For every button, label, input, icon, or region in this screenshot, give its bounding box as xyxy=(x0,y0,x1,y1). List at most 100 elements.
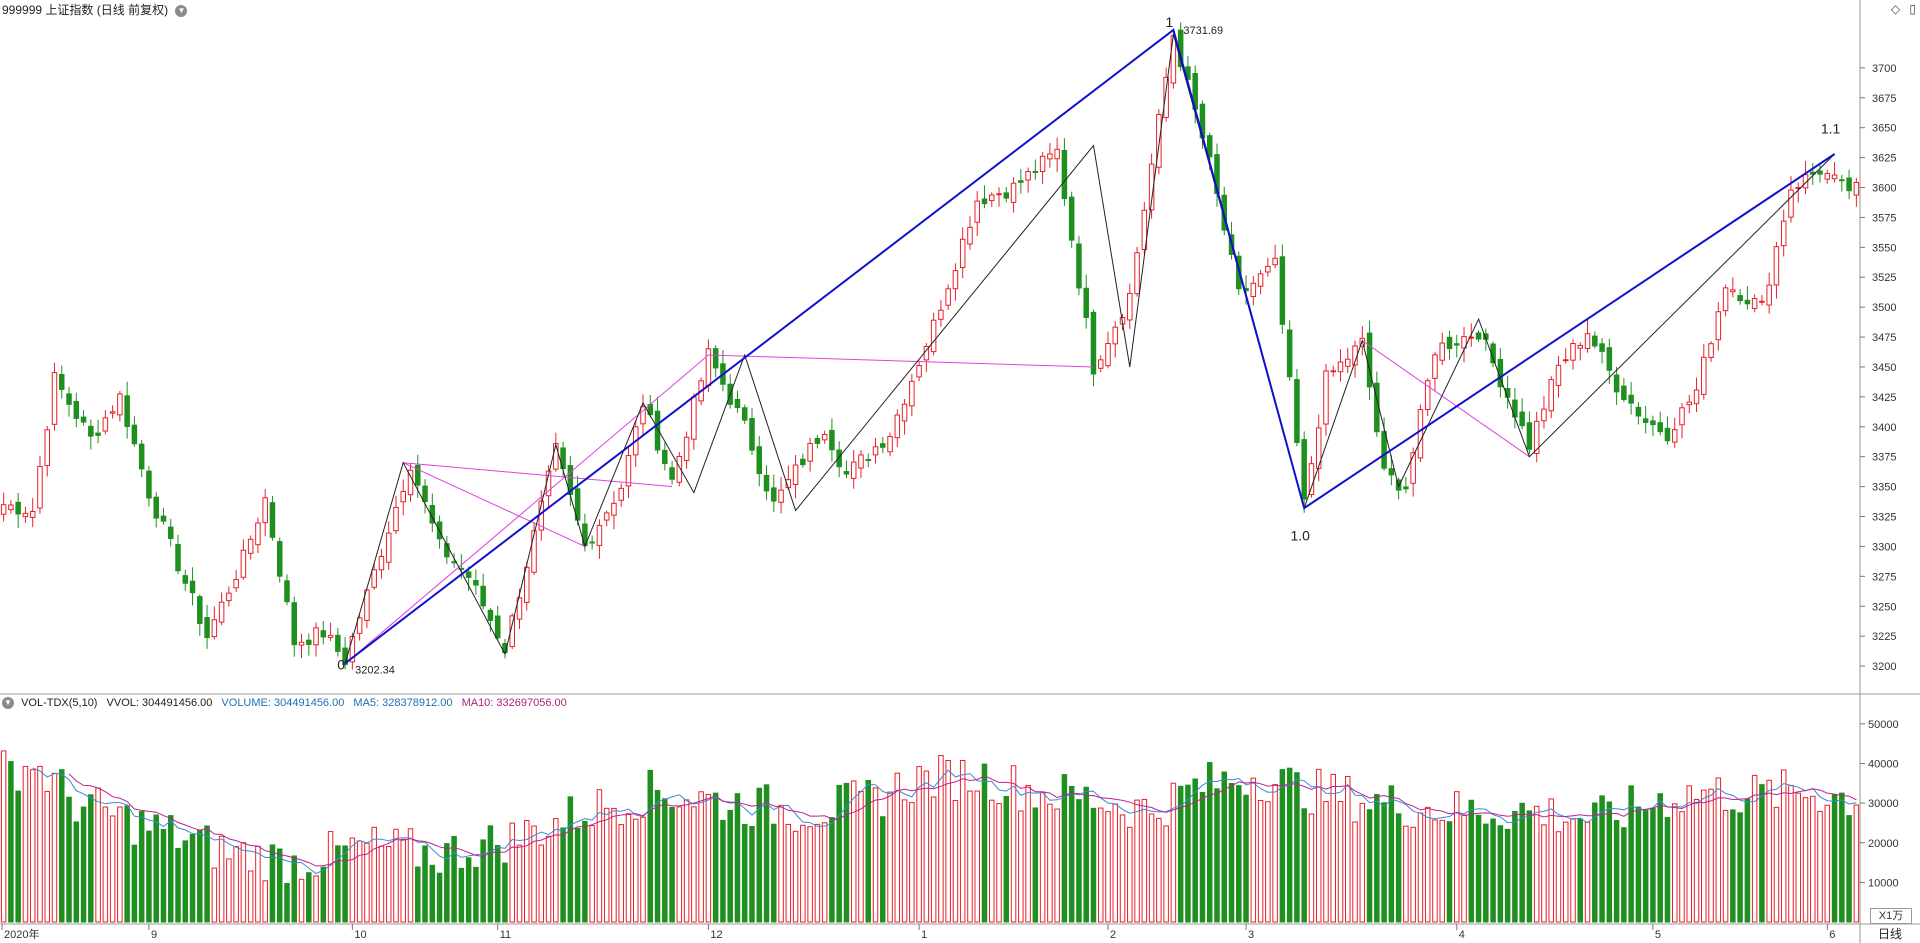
volume-bar xyxy=(88,794,94,923)
period-button[interactable]: 日线 xyxy=(1877,927,1902,941)
price-tick-label: 3300 xyxy=(1872,541,1896,553)
volume-bar xyxy=(1555,831,1562,923)
volume-bar xyxy=(756,787,763,923)
candle-body xyxy=(1817,170,1823,175)
volume-bar xyxy=(981,763,988,923)
price-tick-label: 3475 xyxy=(1872,332,1896,344)
volume-bar xyxy=(1243,794,1249,923)
volume-bar xyxy=(197,829,203,923)
diamond-icon[interactable]: ◇ xyxy=(1890,2,1901,16)
low-value-label: 3202.34 xyxy=(355,664,395,676)
price-tick-label: 3650 xyxy=(1872,123,1896,135)
volume-bar xyxy=(538,844,545,923)
volume-bar xyxy=(720,819,726,923)
volume-bar xyxy=(444,843,450,923)
candle-body xyxy=(524,566,530,603)
candle-body xyxy=(741,407,748,421)
date-tick-label: 12 xyxy=(710,929,722,941)
volume-bar xyxy=(1686,785,1693,923)
volume-bar xyxy=(625,813,632,923)
candle-body xyxy=(8,504,14,511)
candle-body xyxy=(1308,463,1315,496)
candle-body xyxy=(146,470,152,499)
price-tick-label: 3575 xyxy=(1872,212,1896,224)
candle-body xyxy=(1715,311,1722,341)
volume-bar xyxy=(952,800,959,923)
date-tick-label: 9 xyxy=(151,929,157,941)
volume-bar xyxy=(1802,797,1809,923)
volume-bar xyxy=(618,824,624,923)
candle-body xyxy=(1468,336,1475,339)
volume-bar xyxy=(843,782,850,923)
volume-bar xyxy=(669,806,675,923)
candle-body xyxy=(1250,282,1257,297)
volume-bar xyxy=(698,791,704,923)
volume-bar xyxy=(1294,772,1300,923)
candle-body xyxy=(836,449,842,468)
candle-body xyxy=(1664,427,1671,442)
volume-bar xyxy=(1642,808,1649,923)
volume-bar xyxy=(974,790,980,923)
candle-body xyxy=(1003,192,1010,199)
volume-bar xyxy=(807,826,813,923)
volume-bar xyxy=(1650,807,1656,923)
candle-body xyxy=(734,398,741,409)
volume-bar xyxy=(436,872,443,923)
candle-body xyxy=(80,416,87,423)
volume-bar xyxy=(1628,785,1634,923)
wave-magenta-line xyxy=(402,462,586,547)
candle-body xyxy=(1286,329,1293,378)
volume-bar xyxy=(146,830,152,923)
indicator-name[interactable]: VOL-TDX(5,10) xyxy=(21,697,98,709)
candle-body xyxy=(400,490,406,503)
price-tick-label: 3600 xyxy=(1872,183,1896,195)
candle-body xyxy=(1839,179,1845,182)
chevron-down-icon[interactable]: ▼ xyxy=(175,4,188,17)
volume-bar xyxy=(880,816,886,923)
volume-bar xyxy=(930,796,937,923)
volume-bar xyxy=(560,827,566,923)
candle-body xyxy=(385,532,392,563)
volume-bar xyxy=(901,799,908,923)
candle-body xyxy=(1788,189,1794,218)
volume-bars xyxy=(0,750,1860,923)
volume-bar xyxy=(1214,788,1220,923)
volume-bar xyxy=(996,803,1002,923)
volume-bar xyxy=(1853,804,1860,923)
volume-bar xyxy=(502,862,508,923)
candle-body xyxy=(792,464,799,485)
candle-body xyxy=(611,502,617,516)
volume-bar xyxy=(1839,792,1845,923)
candle-body xyxy=(66,393,72,405)
candle-body xyxy=(1751,298,1758,310)
candle-body xyxy=(1330,370,1336,373)
volume-bar xyxy=(1301,808,1307,923)
candle-body xyxy=(1759,300,1765,303)
volume-bar xyxy=(1446,821,1453,923)
candle-body xyxy=(894,414,901,439)
candle-body xyxy=(1701,356,1707,395)
panel-icon[interactable]: ▯ xyxy=(1909,2,1916,16)
volume-bar xyxy=(524,820,530,923)
date-tick-label: 3 xyxy=(1248,929,1254,941)
candle-body xyxy=(1831,174,1838,180)
candle-body xyxy=(1090,311,1097,375)
candle-body xyxy=(1642,418,1649,423)
volume-bar xyxy=(1737,812,1743,923)
volume-bar xyxy=(1286,767,1293,923)
candle-body xyxy=(858,454,864,469)
candle-body xyxy=(691,396,697,440)
volume-bar xyxy=(1279,769,1286,923)
candle-body xyxy=(1403,486,1409,490)
price-tick-label: 3325 xyxy=(1872,512,1896,524)
candle-body xyxy=(1315,427,1322,469)
candle-body xyxy=(662,449,668,465)
volume-bar xyxy=(829,817,835,923)
candle-body xyxy=(712,348,719,369)
candle-body xyxy=(1679,407,1685,426)
chevron-down-icon[interactable]: ▼ xyxy=(2,697,14,710)
candle-body xyxy=(981,198,988,205)
date-tick-label: 6 xyxy=(1829,929,1835,941)
candle-body xyxy=(1018,180,1024,183)
